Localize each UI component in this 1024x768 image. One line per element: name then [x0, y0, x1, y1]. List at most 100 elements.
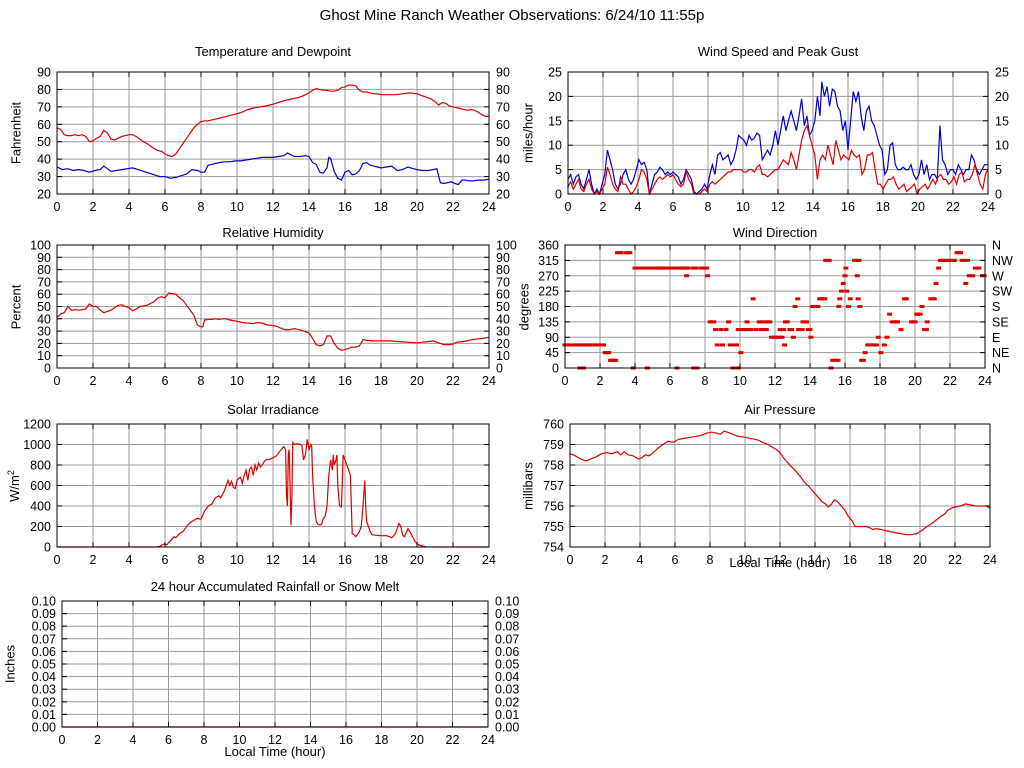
x-tick-label: 20	[410, 374, 424, 388]
x-tick-label: 2	[600, 200, 607, 214]
y-tick-label: 100	[30, 239, 51, 253]
wind-direction-marker	[843, 266, 849, 270]
y-tick-label: 30	[37, 325, 51, 339]
wind-direction-marker	[734, 343, 739, 347]
wind-direction-marker	[951, 258, 957, 262]
y-tick-label: 10	[548, 139, 562, 153]
right-tick-label: 0	[995, 188, 1002, 202]
x-tick-label: 16	[339, 733, 353, 747]
x-tick-label: 16	[841, 200, 855, 214]
wind-direction-marker	[704, 266, 710, 270]
x-tick-label: 2	[94, 733, 101, 747]
chart-canvas-wind-direction: 0 2 4 6 8 10 12 14 16 18 20 22 240459013518022527031…	[538, 239, 1013, 389]
wind-direction-marker	[808, 335, 814, 339]
x-tick-label: 8	[198, 374, 205, 388]
y-tick-label: 40	[37, 153, 51, 167]
wind-direction-marker	[618, 251, 624, 255]
wind-direction-marker	[738, 351, 744, 355]
right-tick-label: 15	[995, 114, 1009, 128]
wind-direction-marker	[835, 358, 841, 362]
y-tick-label: 70	[37, 275, 51, 289]
x-tick-label: 6	[672, 553, 679, 567]
y-tick-label: 50	[37, 300, 51, 314]
wind-direction-marker	[784, 320, 790, 324]
right-tick-label: 0.07	[495, 632, 519, 646]
x-tick-label: 22	[946, 200, 960, 214]
wind-direction-marker	[685, 266, 690, 270]
wind-direction-marker	[763, 328, 769, 332]
y-tick-label: 0.05	[32, 658, 56, 672]
chart-canvas-rainfall: 0 2 4 6 8 10 12 14 16 18 20 22 240.000.010.020.030.0…	[32, 595, 520, 748]
x-tick-label: 24	[481, 733, 495, 747]
y-tick-label: 0.03	[32, 683, 56, 697]
right-tick-label: 0.01	[495, 708, 519, 722]
series-irradiance	[57, 439, 489, 548]
y-tick-label: 758	[543, 459, 564, 473]
wind-direction-marker	[836, 305, 842, 308]
x-tick-label: 14	[302, 553, 316, 567]
right-tick-label: 0.10	[495, 595, 519, 609]
right-tick-label: 60	[496, 118, 510, 132]
x-tick-label: 22	[446, 374, 460, 388]
y-axis-label: Fahrenheit	[8, 101, 24, 165]
wind-direction-marker	[862, 351, 868, 355]
x-tick-label: 2	[90, 374, 97, 388]
wind-direction-marker	[627, 251, 633, 255]
right-tick-label: 90	[496, 66, 510, 80]
wind-direction-marker	[705, 274, 711, 278]
y-tick-label: 20	[37, 337, 51, 351]
y-axis-label: degrees	[516, 283, 532, 331]
series-temperature	[56, 84, 489, 158]
wind-direction-marker	[714, 343, 720, 347]
y-tick-label: 60	[37, 118, 51, 132]
y-tick-label: 0.00	[32, 721, 56, 735]
series-peak-gust	[567, 81, 988, 196]
right-tick-label: 40	[496, 312, 510, 326]
series-humidity	[56, 292, 490, 351]
chart-canvas-temperature: 0 2 4 6 8 10 12 14 16 18 20 22 242030405060708090203…	[37, 66, 510, 215]
y-tick-label: 70	[37, 100, 51, 114]
wind-direction-marker	[760, 320, 766, 324]
x-tick-label: 2	[597, 374, 604, 388]
wind-direction-marker	[613, 358, 619, 362]
chart-wind-direction: 0 2 4 6 8 10 12 14 16 18 20 22 24 0 45 90 135 180 225 270 31…	[512, 213, 1024, 392]
y-tick-label: 0.10	[32, 595, 56, 609]
x-tick-label: 6	[165, 733, 172, 747]
x-tick-label: 4	[126, 374, 133, 388]
y-axis-label: millibars	[520, 462, 536, 510]
y-tick-label: 80	[37, 83, 51, 97]
chart-canvas-pressure: 0 2 4 6 8 10 12 14 16 18 20 22 247547557567577587597…	[543, 418, 997, 568]
right-tick-label: 0.03	[495, 683, 519, 697]
right-tick-label: 80	[496, 263, 510, 277]
x-tick-label: 6	[162, 553, 169, 567]
y-tick-label: 90	[545, 331, 559, 345]
right-tick-label: 70	[496, 275, 510, 289]
right-tick-label: 50	[496, 300, 510, 314]
x-tick-label: 4	[632, 374, 639, 388]
x-axis-label: Local Time (hour)	[729, 555, 831, 570]
chart-canvas-solar: 0 2 4 6 8 10 12 14 16 18 20 22 240200400600800100012…	[23, 418, 496, 568]
wind-direction-marker	[807, 328, 813, 332]
wind-direction-marker	[711, 320, 717, 324]
x-tick-label: 14	[806, 200, 820, 214]
x-tick-label: 4	[126, 553, 133, 567]
wind-direction-marker	[601, 343, 606, 347]
y-axis-label: Percent	[8, 284, 24, 330]
wind-direction-marker	[792, 305, 798, 308]
x-tick-label: 16	[843, 553, 857, 567]
wind-direction-marker	[799, 328, 805, 332]
right-tick-label: N	[992, 362, 1001, 376]
right-tick-label: N	[992, 239, 1001, 253]
wind-direction-marker	[744, 320, 750, 324]
x-tick-label: 18	[374, 200, 388, 214]
x-tick-label: 16	[338, 200, 352, 214]
right-tick-label: NE	[992, 346, 1009, 360]
chart-rainfall: 0 2 4 6 8 10 12 14 16 18 20 22 24 0.00 0.01 0.02 0.03 0.0…	[0, 568, 520, 768]
right-tick-label: 0	[496, 362, 503, 376]
chart-temperature-dewpoint: 0 2 4 6 8 10 12 14 16 18 20 22 24 20 30 40 50 60 70 80 90 20 3…	[0, 40, 512, 215]
x-tick-label: 6	[162, 374, 169, 388]
wind-direction-marker	[878, 351, 884, 355]
wind-direction-marker	[933, 281, 939, 285]
right-tick-label: 90	[496, 251, 510, 265]
x-tick-label: 10	[738, 553, 752, 567]
